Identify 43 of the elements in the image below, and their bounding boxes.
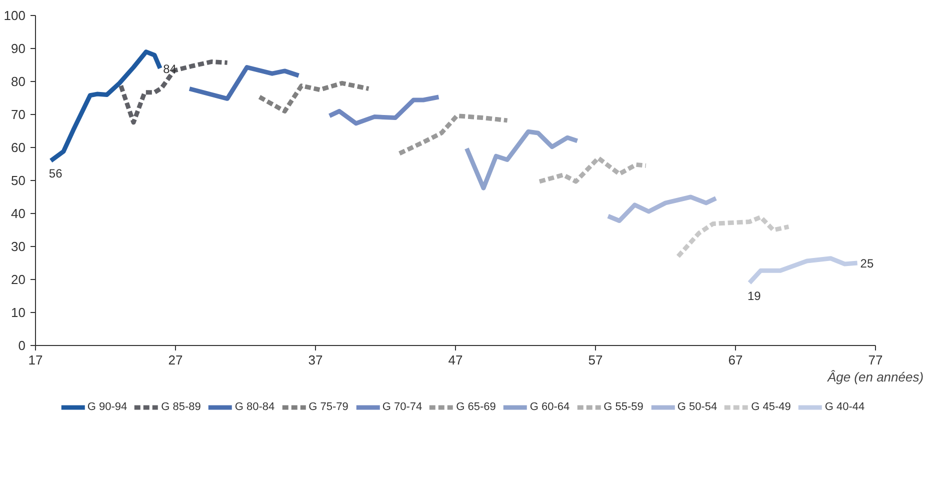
x-tick-label: 37 — [308, 352, 323, 368]
x-tick-label: 67 — [728, 352, 743, 368]
y-tick-label: 40 — [11, 206, 26, 221]
y-tick-label: 90 — [11, 41, 26, 56]
legend-label: G 75-79 — [308, 401, 348, 413]
legend-label: G 55-59 — [604, 401, 644, 413]
line-series — [397, 114, 510, 156]
y-tick-label: 50 — [11, 173, 26, 188]
legend-label: G 50-54 — [677, 401, 718, 413]
annotation: 19 — [748, 288, 762, 303]
legend-label: G 85-89 — [161, 401, 201, 413]
x-tick-label: 77 — [868, 352, 883, 368]
line-series — [464, 129, 580, 190]
line-series — [48, 50, 162, 163]
line-series — [676, 214, 791, 259]
annotation: 56 — [48, 166, 63, 181]
line-series — [606, 194, 718, 224]
legend-label: G 45-49 — [751, 401, 791, 413]
y-tick-label: 30 — [11, 239, 26, 254]
legend-label: G 40-44 — [824, 401, 865, 413]
legend-label: G 70-74 — [382, 401, 422, 413]
y-tick-label: 70 — [11, 107, 26, 122]
line-series — [327, 94, 441, 126]
y-tick-label: 20 — [11, 272, 26, 287]
annotation: 84 — [163, 62, 177, 76]
y-tick-label: 10 — [11, 305, 26, 320]
line-series — [537, 156, 648, 184]
legend-label: G 60-64 — [530, 401, 570, 413]
legend-label: G 65-69 — [456, 401, 496, 413]
y-tick-label: 60 — [11, 140, 26, 155]
legend-label: G 90-94 — [87, 401, 128, 413]
legend-label: G 80-84 — [234, 401, 275, 413]
annotation: 25 — [860, 256, 874, 270]
x-axis-title: Âge (en années) — [826, 370, 924, 384]
x-tick-label: 17 — [28, 352, 43, 368]
y-tick-label: 100 — [4, 8, 26, 23]
x-tick-label: 57 — [588, 352, 603, 368]
x-tick-label: 47 — [448, 352, 463, 368]
y-tick-label: 80 — [11, 74, 26, 89]
y-tick-label: 0 — [18, 338, 26, 353]
x-tick-label: 27 — [168, 352, 183, 368]
line-series — [187, 65, 301, 101]
line-series — [257, 80, 371, 114]
